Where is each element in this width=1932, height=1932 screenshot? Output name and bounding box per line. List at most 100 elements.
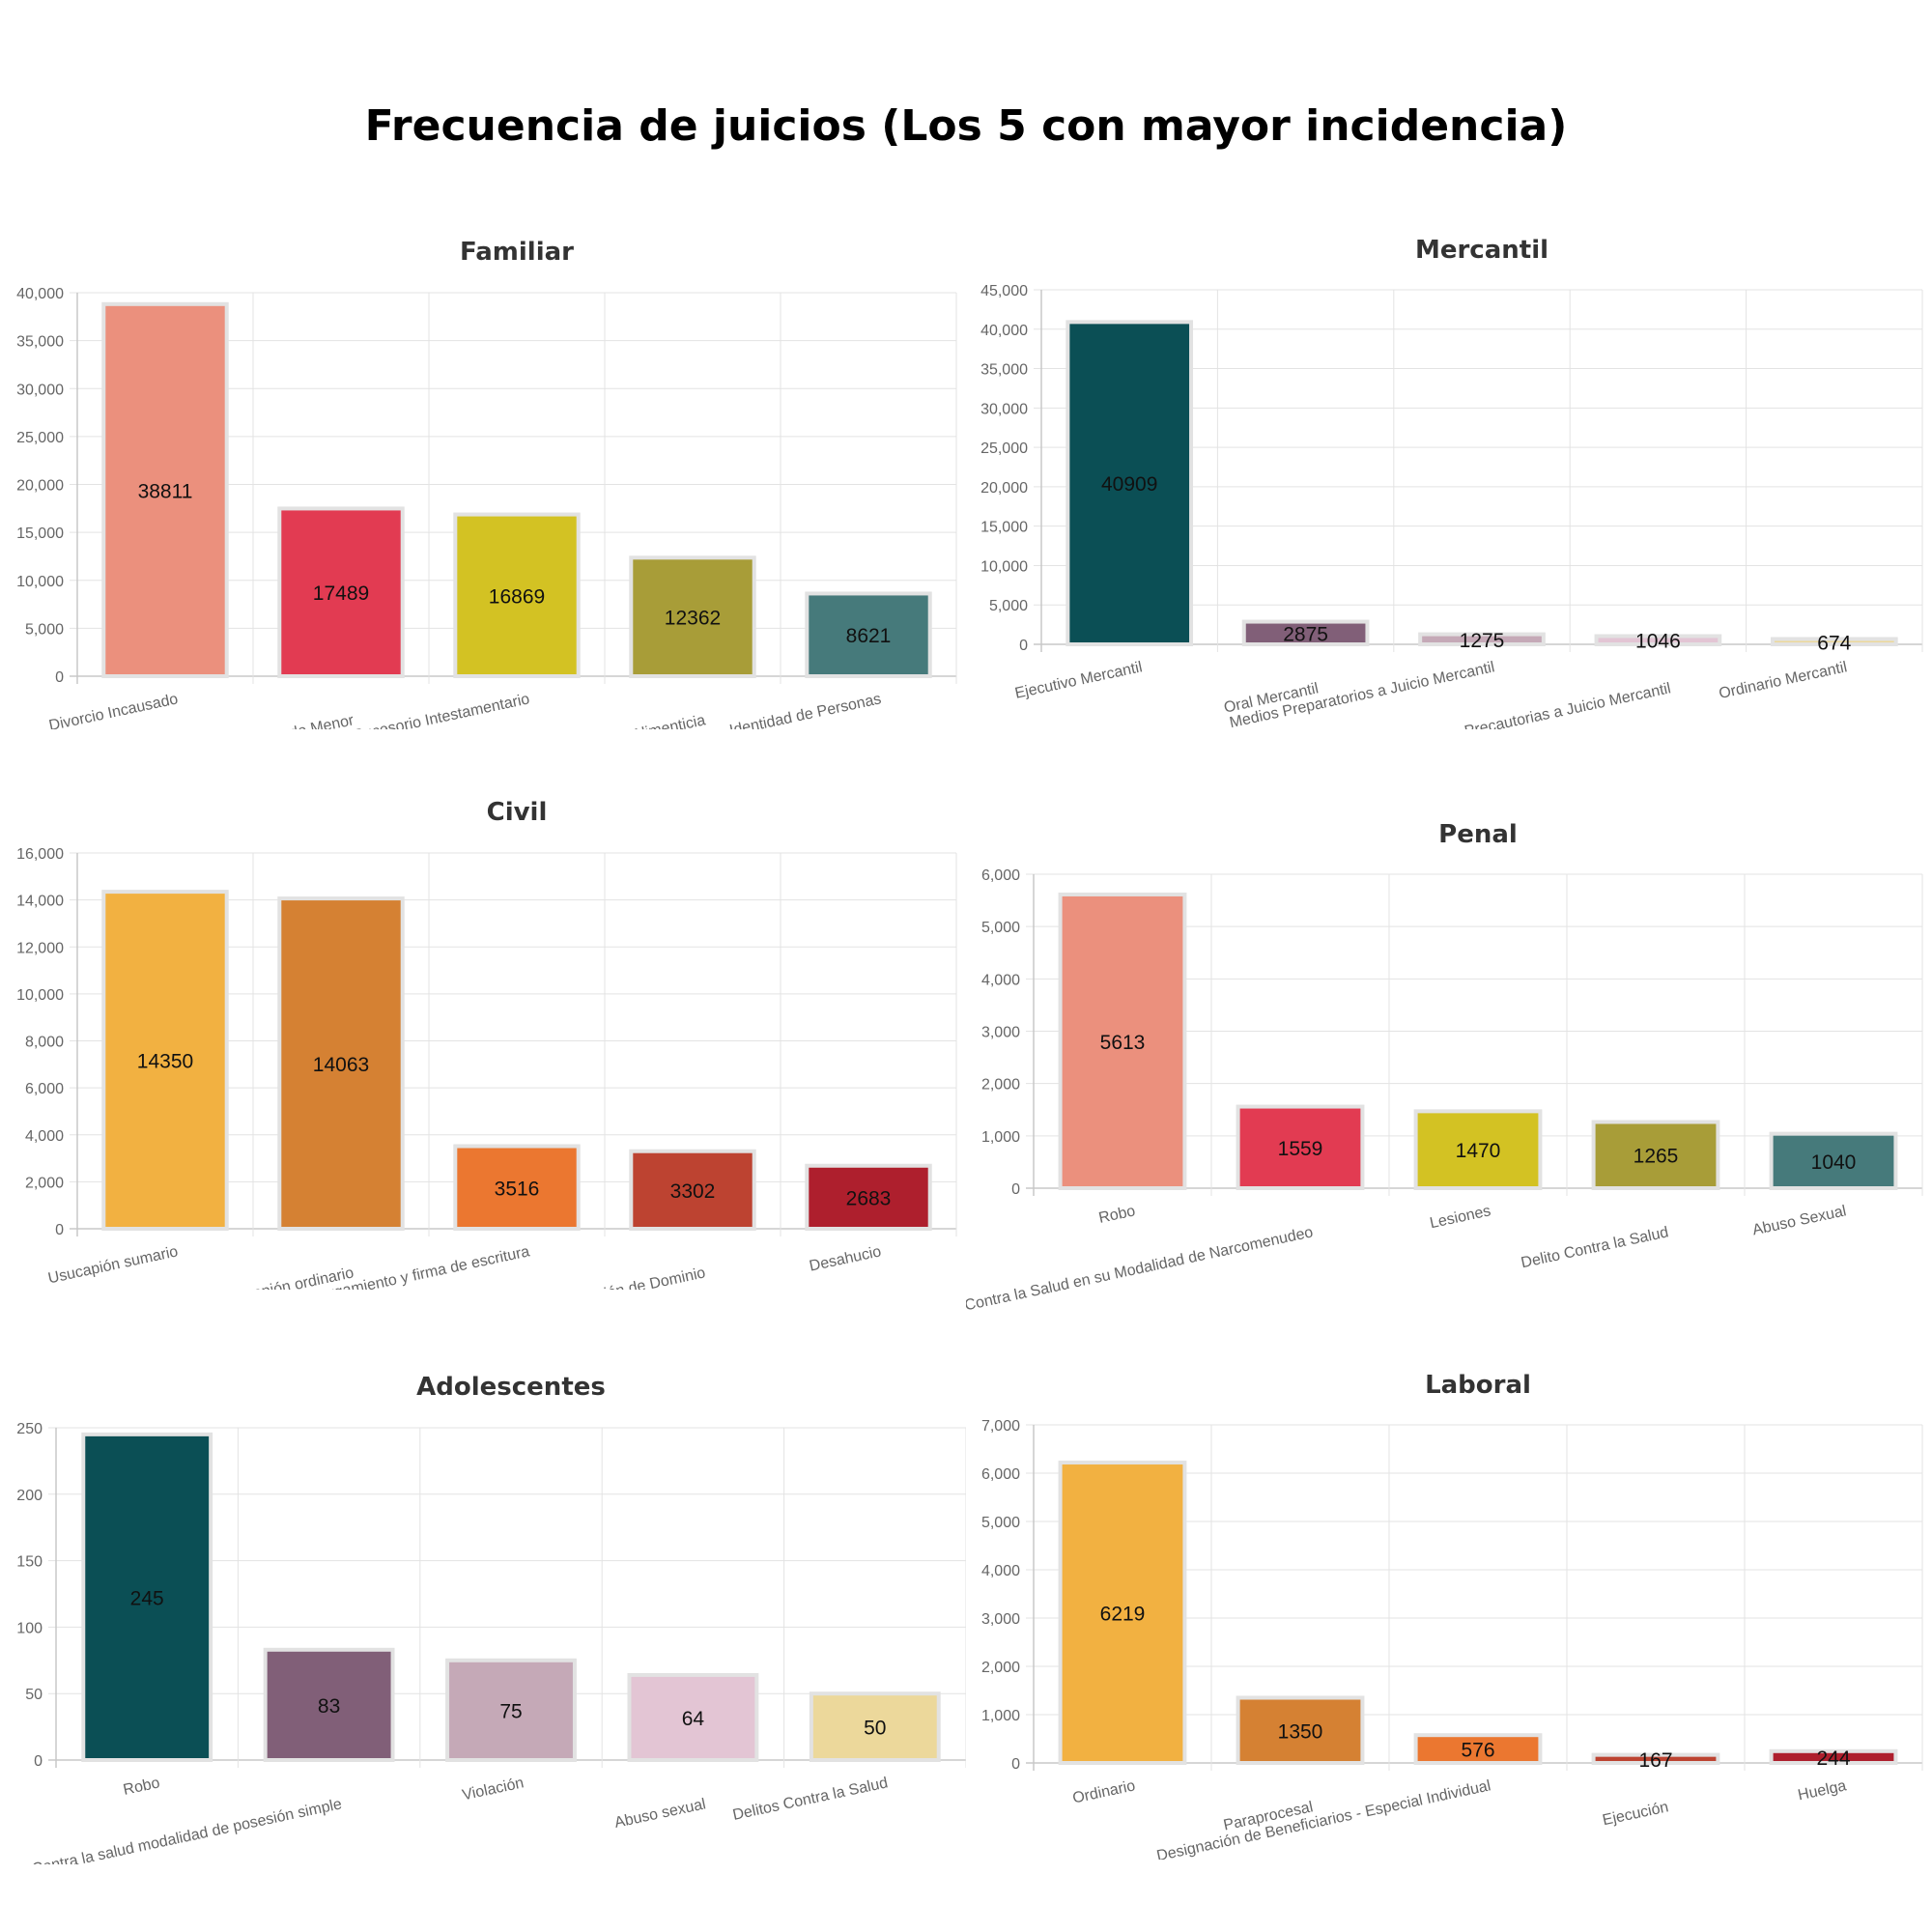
y-tick-label: 2,000 [981, 1077, 1020, 1094]
bar-sucesorio-intestamentario [453, 512, 581, 678]
bar-value-label: 245 [130, 1587, 164, 1609]
y-tick-label: 10,000 [16, 574, 64, 590]
y-tick-label: 0 [1011, 1181, 1020, 1198]
x-category-label: Ejecutivo Mercantil [1013, 659, 1144, 702]
y-tick-label: 0 [1019, 638, 1028, 654]
y-tick-label: 14,000 [16, 894, 64, 910]
x-category-label: Desahucio [808, 1243, 883, 1274]
y-tick-label: 40,000 [16, 286, 64, 302]
x-category-label: Ordinario [1071, 1777, 1137, 1806]
bar-value-label: 2683 [846, 1187, 892, 1209]
y-tick-label: 0 [34, 1753, 43, 1770]
bar-violacion [445, 1658, 577, 1762]
bar-value-label: 1350 [1278, 1720, 1323, 1743]
bar-informacion-de-dominio [629, 1149, 756, 1231]
y-tick-label: 35,000 [16, 334, 64, 351]
bar-value-label: 1046 [1635, 631, 1681, 653]
bar-usucapion-ordinario [277, 896, 405, 1231]
x-category-label: Información de Dominio [544, 1264, 707, 1290]
y-tick-label: 200 [16, 1488, 43, 1504]
bar-abuso-sexual [627, 1672, 759, 1763]
y-tick-label: 15,000 [16, 526, 64, 542]
x-category-label: Usucapión sumario [46, 1243, 180, 1287]
bar-value-label: 167 [1638, 1749, 1672, 1772]
bar-paraprocesal [1236, 1695, 1365, 1765]
bar-robo [1058, 892, 1187, 1191]
bar-desahucio [805, 1163, 932, 1231]
y-tick-label: 4,000 [981, 1563, 1020, 1579]
y-tick-label: 15,000 [980, 520, 1028, 536]
chart-title: Civil [487, 798, 548, 827]
bar-otorgamiento-y-firma-de-escritura [453, 1144, 581, 1231]
bar-guarda-y-custodia-de-menor [277, 506, 405, 678]
y-tick-label: 45,000 [980, 283, 1028, 299]
chart-familiar: Familiar 0 5,000 10,000 15,000 20,000 25,000 30… [0, 227, 966, 729]
bar-delitos-contra-la-salud [809, 1691, 941, 1763]
x-category-label: Delitos Contra la Salud [731, 1775, 890, 1824]
bar-value-label: 12362 [665, 608, 721, 630]
bar-ejecucion [1591, 1752, 1720, 1765]
bar-usucapion-sumario [101, 890, 229, 1231]
bar-delito-contra-la-salud [1591, 1120, 1720, 1190]
y-tick-label: 6,000 [981, 1466, 1020, 1483]
bar-value-label: 14350 [137, 1051, 193, 1073]
x-category-label: Robo [1097, 1203, 1137, 1227]
x-category-label: Contra la Salud en su Modalidad de Narco… [966, 1224, 1315, 1314]
bar-ordinario-mercantil [1770, 637, 1898, 646]
x-category-label: Delito Contra la Salud [1520, 1224, 1670, 1271]
y-tick-label: 100 [16, 1620, 43, 1636]
y-tick-label: 1,000 [981, 1708, 1020, 1724]
y-tick-label: 5,000 [25, 621, 64, 638]
y-tick-label: 25,000 [16, 430, 64, 446]
x-category-label: Lesiones [1429, 1203, 1492, 1232]
y-tick-label: 6,000 [25, 1081, 64, 1097]
bar-robo [81, 1432, 213, 1762]
y-tick-label: 0 [55, 669, 64, 686]
y-tick-label: 2,000 [25, 1175, 64, 1191]
y-tick-label: 12,000 [16, 940, 64, 956]
bar-medios-preparatorios-a-juicio-mercantil [1418, 632, 1546, 646]
y-tick-label: 10,000 [16, 987, 64, 1004]
x-category-label: Designación de Beneficiarios - Especial … [1155, 1777, 1492, 1860]
chart-adolescentes: Adolescentes 0 50 100 150 200 250 245 Robo 83 Cont… [0, 1362, 966, 1864]
bar-value-label: 8621 [846, 625, 892, 647]
y-tick-label: 4,000 [981, 972, 1020, 988]
x-category-label: Divorcio Incausado [47, 691, 180, 729]
y-tick-label: 7,000 [981, 1418, 1020, 1435]
bar-oral-mercantil [1241, 619, 1370, 646]
chart-title: Familiar [460, 238, 574, 267]
bar-lesiones [1413, 1109, 1543, 1190]
y-tick-label: 8,000 [25, 1035, 64, 1051]
x-category-label: Robo [122, 1775, 161, 1799]
bar-value-label: 16869 [489, 585, 545, 608]
y-tick-label: 0 [1011, 1756, 1020, 1773]
bar-value-label: 1275 [1460, 630, 1505, 652]
bar-value-label: 64 [682, 1708, 705, 1730]
bar-value-label: 2875 [1283, 623, 1328, 645]
x-category-label: Ejecución [1601, 1799, 1669, 1829]
chart-title: Mercantil [1415, 236, 1548, 265]
bar-value-label: 75 [499, 1700, 522, 1722]
bar-value-label: 674 [1817, 632, 1851, 654]
y-tick-label: 5,000 [981, 1515, 1020, 1531]
y-tick-label: 5,000 [989, 598, 1028, 614]
y-tick-label: 2,000 [981, 1660, 1020, 1676]
x-category-label: Contra la salud modalidad de posesión si… [31, 1796, 344, 1864]
x-category-label: Guarda y Custodia de Menor [157, 712, 355, 729]
chart-laboral: Laboral 0 1,000 2,000 3,000 4,000 5,000 6,000 7,… [966, 1357, 1932, 1860]
bar-value-label: 5613 [1100, 1032, 1146, 1054]
bar-value-label: 40909 [1101, 473, 1157, 496]
chart-title: Adolescentes [416, 1373, 606, 1402]
x-category-label: Sucesorio Intestamentario [352, 691, 530, 729]
main-title: Frecuencia de juicios (Los 5 con mayor i… [364, 101, 1568, 151]
y-tick-label: 25,000 [980, 440, 1028, 457]
chart-svg: Penal 0 1,000 2,000 3,000 4,000 5,000 6,000 5613… [966, 820, 1923, 1314]
chart-mercantil: Mercantil 0 5,000 10,000 15,000 20,000 25,000 3… [966, 227, 1932, 729]
y-tick-label: 20,000 [16, 478, 64, 495]
y-tick-label: 16,000 [16, 846, 64, 863]
x-category-label: Pensión Alimenticia [573, 712, 707, 729]
bar-huelga [1769, 1748, 1898, 1765]
chart-svg: Civil 0 2,000 4,000 6,000 8,000 10,000 12,000 14… [16, 798, 957, 1290]
y-tick-label: 50 [25, 1687, 43, 1703]
y-tick-label: 40,000 [980, 323, 1028, 339]
